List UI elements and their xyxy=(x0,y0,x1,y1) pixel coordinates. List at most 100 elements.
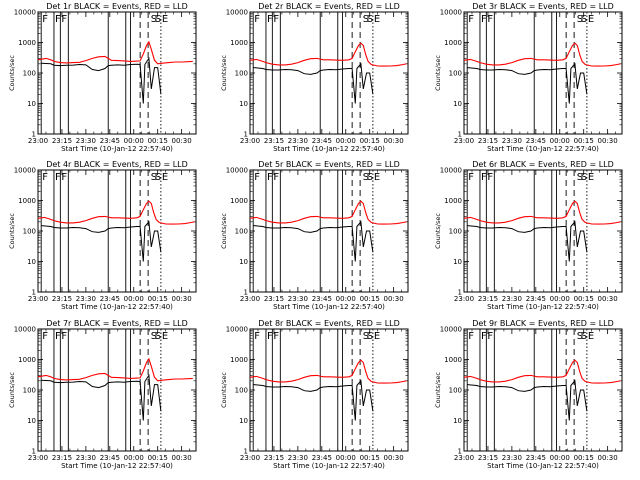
x-tick-label: 00:15 xyxy=(360,454,380,462)
flag-label: E xyxy=(162,172,168,183)
x-tick-label: 23:15 xyxy=(478,454,498,462)
flag-label: F xyxy=(61,172,67,183)
x-tick-label: 23:00 xyxy=(454,137,474,145)
y-tick-label: 1000 xyxy=(18,39,36,47)
lld-series-line xyxy=(463,42,621,67)
y-axis-label: Counts/sec xyxy=(8,213,16,249)
lld-series-line xyxy=(249,359,407,384)
y-tick-label: 100 xyxy=(235,70,248,78)
x-tick-label: 23:30 xyxy=(76,137,96,145)
x-tick-label: 23:00 xyxy=(240,454,260,462)
flag-label: S xyxy=(155,331,161,342)
x-tick-label: 23:30 xyxy=(288,454,308,462)
x-tick-label: 00:30 xyxy=(598,137,618,145)
y-tick-label: 100 xyxy=(449,228,462,236)
panel-title: Det 8r BLACK = Events, RED = LLD xyxy=(258,319,400,328)
y-tick-label: 1 xyxy=(32,289,36,297)
y-tick-label: 100 xyxy=(23,228,36,236)
y-tick-label: 1000 xyxy=(18,356,36,364)
x-tick-label: 23:15 xyxy=(52,454,72,462)
x-tick-label: 00:30 xyxy=(172,454,192,462)
flag-label: F xyxy=(273,172,279,183)
y-axis-label: Counts/sec xyxy=(434,213,442,249)
plot-frame xyxy=(463,169,623,293)
detector-panel: Det 6r BLACK = Events, RED = LLD 1 10 100 10… xyxy=(434,160,623,311)
x-tick-label: 23:45 xyxy=(526,137,546,145)
x-tick-label: 00:15 xyxy=(148,454,168,462)
detector-panel: Det 5r BLACK = Events, RED = LLD 1 10 100 10… xyxy=(220,160,409,311)
lld-series-line xyxy=(37,200,195,225)
x-tick-label: 00:15 xyxy=(574,295,594,303)
detector-panel: Det 2r BLACK = Events, RED = LLD 1 10 100 10… xyxy=(220,2,409,153)
flag-label: S xyxy=(581,14,587,25)
x-axis-label: Start Time (10-Jan-12 22:57:40) xyxy=(487,303,599,311)
flag-label: F xyxy=(61,331,67,342)
x-tick-label: 23:00 xyxy=(454,295,474,303)
flag-label: F xyxy=(487,172,493,183)
plot-frame xyxy=(37,169,197,293)
x-tick-label: 23:00 xyxy=(240,295,260,303)
y-tick-label: 1 xyxy=(244,448,248,456)
flag-label: S xyxy=(367,331,373,342)
y-tick-label: 1000 xyxy=(230,197,248,205)
y-tick-label: 10 xyxy=(239,417,248,425)
x-axis-label: Start Time (10-Jan-12 22:57:40) xyxy=(273,303,385,311)
detector-panel: Det 8r BLACK = Events, RED = LLD 1 10 100 10… xyxy=(220,319,409,470)
x-tick-label: 00:30 xyxy=(598,295,618,303)
y-tick-label: 100 xyxy=(449,70,462,78)
y-tick-label: 1000 xyxy=(444,197,462,205)
x-tick-label: 23:00 xyxy=(454,454,474,462)
flag-label: S xyxy=(581,172,587,183)
flag-label: F xyxy=(55,172,61,183)
flag-label: F xyxy=(55,331,61,342)
y-tick-label: 1000 xyxy=(230,39,248,47)
flag-label: F xyxy=(42,331,48,342)
y-tick-label: 10 xyxy=(239,258,248,266)
x-tick-label: 00:00 xyxy=(124,137,144,145)
y-tick-label: 1 xyxy=(458,131,462,139)
events-series-line xyxy=(41,220,162,262)
y-tick-label: 10 xyxy=(239,100,248,108)
plot-frame xyxy=(37,11,197,135)
x-tick-label: 00:00 xyxy=(124,295,144,303)
x-axis-label: Start Time (10-Jan-12 22:57:40) xyxy=(61,462,173,470)
flag-label: S xyxy=(151,331,157,342)
y-axis-label: Counts/sec xyxy=(220,372,228,408)
detector-panel: Det 9r BLACK = Events, RED = LLD 1 10 100 10… xyxy=(434,319,623,470)
x-tick-label: 23:30 xyxy=(502,454,522,462)
x-axis-label: Start Time (10-Jan-12 22:57:40) xyxy=(273,462,385,470)
y-tick-label: 1000 xyxy=(18,197,36,205)
flag-label: F xyxy=(468,14,474,25)
flag-label: S xyxy=(581,331,587,342)
panel-title: Det 3r BLACK = Events, RED = LLD xyxy=(472,2,614,11)
flag-label: F xyxy=(267,172,273,183)
flag-label: E xyxy=(588,172,594,183)
x-axis-label: Start Time (10-Jan-12 22:57:40) xyxy=(61,145,173,153)
events-series-line xyxy=(41,373,162,421)
flag-label: F xyxy=(55,14,61,25)
panel-title: Det 1r BLACK = Events, RED = LLD xyxy=(46,2,188,11)
x-tick-label: 23:00 xyxy=(240,137,260,145)
x-tick-label: 23:00 xyxy=(28,295,48,303)
x-tick-label: 00:30 xyxy=(384,137,404,145)
lld-series-line xyxy=(249,42,407,67)
y-tick-label: 10000 xyxy=(440,9,462,17)
y-tick-label: 10 xyxy=(453,100,462,108)
detector-panel: Det 4r BLACK = Events, RED = LLD 1 10 100 10… xyxy=(8,160,197,311)
lld-series-line xyxy=(37,357,193,382)
x-tick-label: 00:15 xyxy=(148,295,168,303)
x-tick-label: 23:30 xyxy=(76,295,96,303)
y-tick-label: 10000 xyxy=(226,326,248,334)
x-tick-label: 23:45 xyxy=(312,137,332,145)
y-tick-label: 10000 xyxy=(440,326,462,334)
x-axis-label: Start Time (10-Jan-12 22:57:40) xyxy=(61,303,173,311)
x-axis-label: Start Time (10-Jan-12 22:57:40) xyxy=(273,145,385,153)
x-tick-label: 23:45 xyxy=(100,295,120,303)
y-tick-label: 100 xyxy=(23,387,36,395)
x-tick-label: 00:30 xyxy=(384,295,404,303)
y-tick-label: 1000 xyxy=(444,39,462,47)
panel-title: Det 9r BLACK = Events, RED = LLD xyxy=(472,319,614,328)
y-axis-label: Counts/sec xyxy=(434,372,442,408)
events-series-line xyxy=(467,62,588,104)
y-tick-label: 10000 xyxy=(14,167,36,175)
